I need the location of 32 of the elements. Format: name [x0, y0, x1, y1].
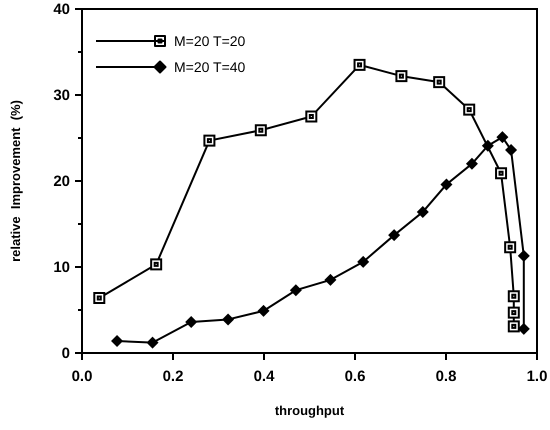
- point: [416, 206, 429, 218]
- x-tick-label: 0.0: [72, 368, 92, 385]
- y-tick-label: 30: [53, 87, 70, 104]
- x-axis-title: throughput: [274, 403, 345, 418]
- legend-label: M=20 T=20: [174, 33, 246, 49]
- point: [258, 304, 270, 317]
- point: [111, 334, 124, 347]
- point: [505, 144, 518, 156]
- y-tick-label: 10: [53, 259, 70, 276]
- point: [518, 322, 530, 335]
- y-tick-label: 40: [53, 1, 70, 18]
- point: [388, 229, 400, 242]
- x-tick-label: 1.0: [526, 368, 548, 385]
- x-tick-label: 0.8: [436, 368, 456, 385]
- point: [440, 178, 452, 190]
- y-tick-label: 20: [53, 173, 70, 190]
- point: [496, 131, 508, 144]
- x-tick-label: 0.6: [344, 368, 366, 385]
- y-tick-label: 0: [62, 345, 70, 362]
- point: [518, 250, 530, 262]
- x-tick-label: 0.2: [162, 368, 184, 385]
- point: [482, 140, 494, 152]
- point: [290, 284, 302, 296]
- x-tick-label: 0.4: [254, 368, 276, 385]
- point: [146, 336, 159, 349]
- point: [222, 313, 234, 326]
- y-axis-title: relative Improvement (%): [8, 100, 23, 262]
- legend-label: M=20 T=40: [174, 59, 246, 75]
- point: [466, 158, 478, 170]
- point: [324, 274, 336, 286]
- point: [185, 316, 198, 328]
- point: [357, 256, 370, 268]
